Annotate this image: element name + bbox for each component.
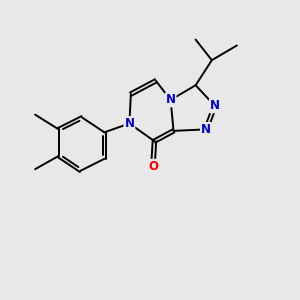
Text: N: N <box>166 93 176 106</box>
Text: N: N <box>201 123 211 136</box>
Text: N: N <box>210 99 220 112</box>
Text: N: N <box>124 117 134 130</box>
Text: O: O <box>148 160 158 173</box>
